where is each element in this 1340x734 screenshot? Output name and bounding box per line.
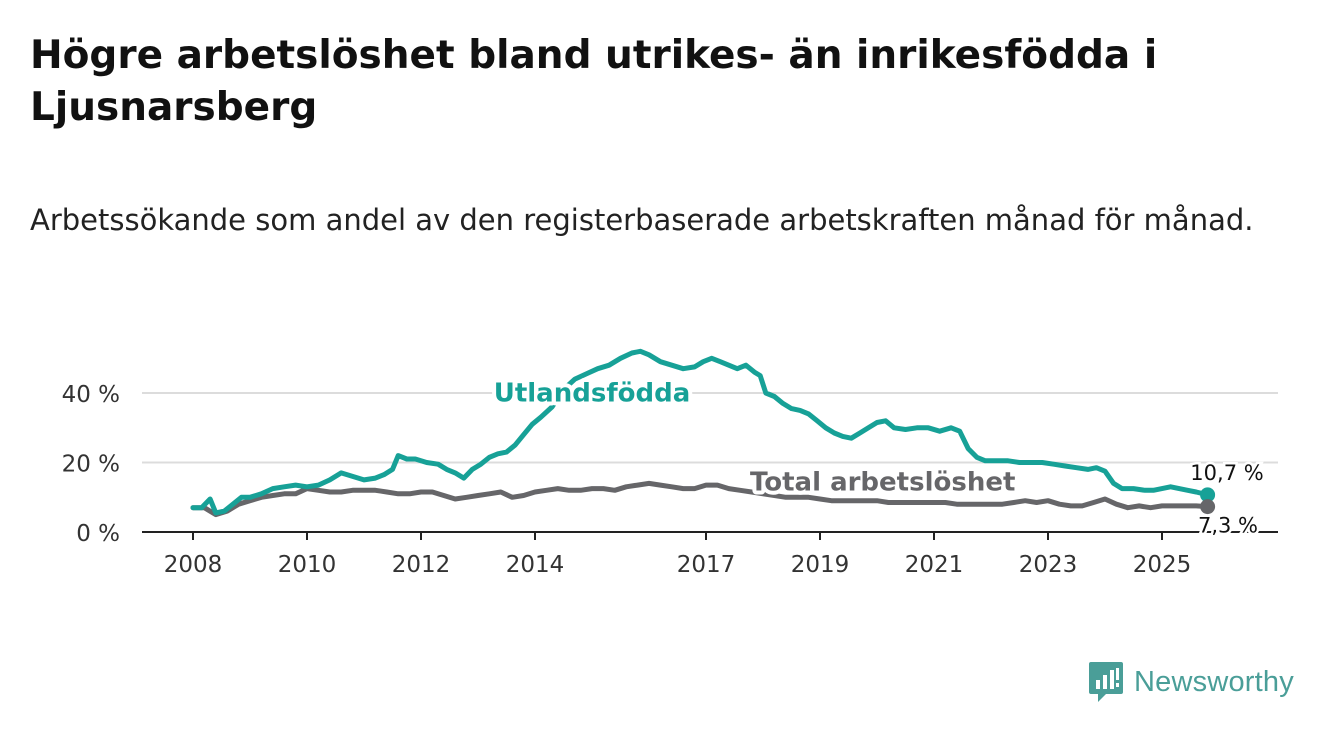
series-label-utlandsf-dda: Utlandsfödda — [494, 379, 691, 409]
y-tick-label: 20 % — [62, 452, 120, 478]
series-label-total-arbetsl-shet: Total arbetslöshet — [750, 467, 1015, 497]
x-tick-label: 2017 — [677, 552, 736, 578]
newsworthy-logo-text: Newsworthy — [1134, 665, 1294, 698]
x-tick-label: 2012 — [392, 552, 451, 578]
y-axis-ticks: 0 % 20 % 40 % — [62, 382, 120, 547]
series-end-marker-total-arbetsl-shet — [1200, 499, 1216, 515]
chart-subtitle: Arbetssökande som andel av den registerb… — [30, 203, 1254, 237]
series: 10,7 % 7,3 % — [190, 348, 1266, 540]
annotations: Utlandsfödda Total arbetslöshet — [490, 375, 1020, 502]
newsworthy-logo: Newsworthy — [1088, 660, 1294, 704]
series-line-total-arbetsl-shet — [190, 480, 1211, 518]
x-tick-label: 2023 — [1019, 552, 1078, 578]
end-label-total-arbetsl-shet: 7,3 % — [1198, 514, 1258, 538]
y-tick-label: 40 % — [62, 382, 120, 408]
end-label-utlandsf-dda: 10,7 % — [1190, 461, 1263, 485]
x-tick-label: 2021 — [905, 552, 964, 578]
series-end-marker-utlandsf-dda — [1200, 487, 1216, 503]
x-axis-ticks: 2008 2010 2012 2014 2017 2019 2021 2023 2025 — [164, 532, 1192, 578]
x-tick-label: 2019 — [791, 552, 850, 578]
x-tick-label: 2014 — [506, 552, 565, 578]
newsworthy-logo-icon — [1089, 662, 1123, 702]
gridlines — [142, 392, 1278, 464]
x-tick-label: 2025 — [1133, 552, 1192, 578]
x-tick-label: 2008 — [164, 552, 223, 578]
chart-title: Högre arbetslöshet bland utrikes- än inr… — [30, 33, 1158, 130]
y-tick-label: 0 % — [76, 521, 120, 547]
x-tick-label: 2010 — [278, 552, 337, 578]
series-line-utlandsf-dda — [190, 348, 1211, 516]
